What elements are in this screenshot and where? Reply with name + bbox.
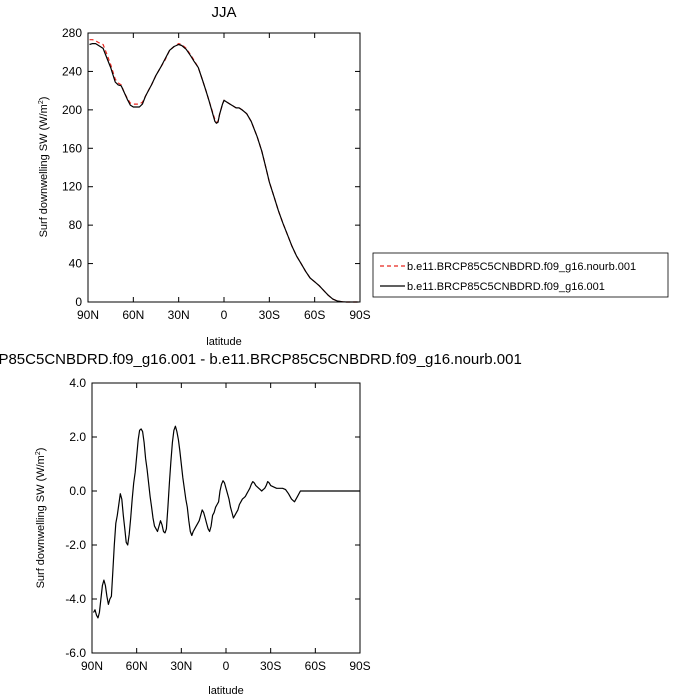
bottom-ticks: 90N 60N 30N 0 30S 60S 90S -6.0 -4.0 -2.0 0.0 2.0 4.0 bbox=[65, 376, 370, 673]
top-series-line-0 bbox=[89, 39, 359, 303]
top-xtick-label: 90N bbox=[77, 308, 99, 322]
bottom-xtick-label: 0 bbox=[223, 659, 230, 673]
legend: b.e11.BRCP85C5CNBDRD.f09_g16.nourb.001 b… bbox=[372, 252, 669, 298]
top-ytick-label: 240 bbox=[62, 64, 82, 78]
top-ytick-label: 160 bbox=[62, 141, 82, 155]
top-ytick-label: 120 bbox=[62, 180, 82, 194]
chart-bottom-ylabel: Surf downwelling SW (W/m2) bbox=[35, 448, 47, 589]
top-ytick-label: 40 bbox=[69, 257, 83, 271]
bottom-ytick-label: 0.0 bbox=[69, 484, 86, 498]
chart-top-xlabel: latitude bbox=[206, 336, 241, 348]
bottom-ytick-label: 2.0 bbox=[69, 430, 86, 444]
bottom-xtick-label: 60N bbox=[126, 659, 148, 673]
legend-box bbox=[372, 252, 669, 298]
top-ytick-label: 200 bbox=[62, 103, 82, 117]
bottom-xtick-label: 30S bbox=[260, 659, 281, 673]
bottom-series-line-0 bbox=[92, 425, 360, 619]
chart-top-frame bbox=[87, 32, 361, 303]
chart-bottom: b.e11.BRCP85C5CNBDRD.f09_g16.001 - b.e11… bbox=[0, 351, 522, 697]
bottom-xtick-label: 90N bbox=[81, 659, 103, 673]
bottom-series bbox=[92, 425, 360, 619]
top-ytick-label: 280 bbox=[62, 26, 82, 40]
bottom-ytick-label: -4.0 bbox=[65, 592, 86, 606]
chart-bottom-xlabel: latitude bbox=[208, 685, 243, 697]
chart-top-ylabel: Surf downwelling SW (W/m2) bbox=[38, 97, 50, 238]
top-ticks: 90N 60N 30N 0 30S 60S 90S 0 40 80 120 160 200 240 280 bbox=[62, 26, 371, 322]
bottom-xtick-label: 90S bbox=[349, 659, 370, 673]
top-ytick-label: 0 bbox=[75, 295, 82, 309]
bottom-xtick-label: 60S bbox=[305, 659, 326, 673]
bottom-xtick-label: 30N bbox=[170, 659, 192, 673]
top-xtick-label: 30S bbox=[259, 308, 280, 322]
bottom-ytick-label: -2.0 bbox=[65, 538, 86, 552]
top-xtick-label: 0 bbox=[221, 308, 228, 322]
chart-bottom-frame bbox=[91, 382, 361, 654]
legend-label-nourb: b.e11.BRCP85C5CNBDRD.f09_g16.nourb.001 bbox=[407, 261, 636, 273]
legend-label-base: b.e11.BRCP85C5CNBDRD.f09_g16.001 bbox=[407, 281, 605, 293]
top-series-line-1 bbox=[89, 42, 359, 303]
chart-bottom-title: b.e11.BRCP85C5CNBDRD.f09_g16.001 - b.e11… bbox=[0, 351, 522, 368]
top-xtick-label: 60S bbox=[304, 308, 325, 322]
top-ytick-label: 80 bbox=[69, 218, 83, 232]
top-xtick-label: 30N bbox=[168, 308, 190, 322]
top-xtick-label: 90S bbox=[349, 308, 370, 322]
top-series bbox=[89, 39, 359, 303]
bottom-ytick-label: -6.0 bbox=[65, 646, 86, 660]
bottom-ytick-label: 4.0 bbox=[69, 376, 86, 390]
chart-top: JJA 90N 60N 30N 0 30S 60S 90S 0 40 80 120 160 200 240… bbox=[38, 4, 371, 348]
chart-top-title: JJA bbox=[211, 4, 236, 21]
top-xtick-label: 60N bbox=[122, 308, 144, 322]
